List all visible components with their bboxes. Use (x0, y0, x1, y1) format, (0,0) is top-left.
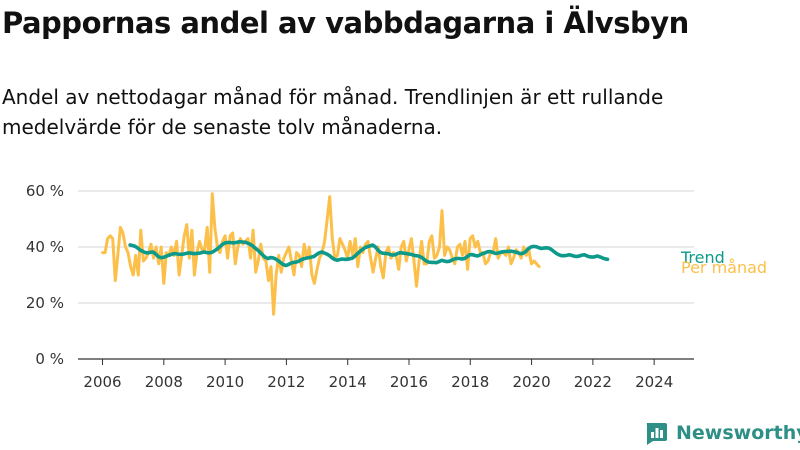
y-tick-label: 20 % (26, 294, 64, 312)
x-tick-label: 2024 (635, 373, 673, 391)
x-tick-label: 2020 (512, 373, 550, 391)
trend-line (128, 239, 610, 268)
brand-logo: Newsworthy (644, 419, 800, 447)
y-tick-label: 60 % (26, 182, 64, 200)
x-tick-label: 2010 (206, 373, 244, 391)
x-tick-label: 2022 (574, 373, 612, 391)
chart-subtitle: Andel av nettodagar månad för månad. Tre… (2, 85, 664, 139)
x-tick-label: 2006 (83, 373, 121, 391)
x-tick-label: 2008 (145, 373, 183, 391)
series-label-trend: Trend (680, 248, 725, 267)
x-tick-label: 2016 (390, 373, 428, 391)
newsworthy-logo-icon (646, 423, 667, 445)
y-tick-label: 40 % (26, 238, 64, 256)
x-tick-label: 2012 (267, 373, 305, 391)
y-tick-label: 0 % (35, 350, 64, 368)
series (101, 192, 610, 316)
chart-title: Pappornas andel av vabbdagarna i Älvsbyn (2, 6, 689, 40)
x-tick-label: 2014 (329, 373, 367, 391)
gridlines (78, 190, 694, 304)
axes: 0 % 20 % 40 % 60 % 2006 2008 2010 2012 2014 2016 2… (26, 182, 694, 391)
line-chart: 0 % 20 % 40 % 60 % 2006 2008 2010 2012 2014 2016 2… (26, 182, 767, 391)
x-tick-label: 2018 (451, 373, 489, 391)
brand-name: Newsworthy (676, 422, 800, 444)
series-label-monthly: Per månad (681, 258, 767, 277)
